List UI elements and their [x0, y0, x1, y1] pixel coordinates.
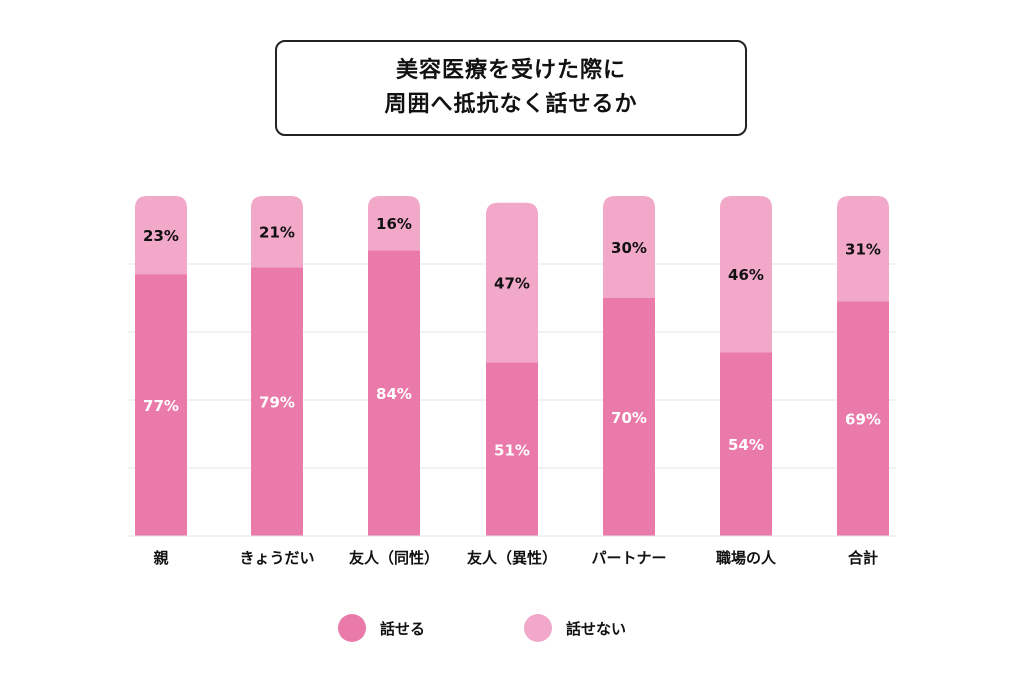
bar-segment-can-talk	[486, 362, 538, 536]
category-tick-label: 合計	[847, 549, 878, 567]
bar-segment-cannot-talk	[837, 196, 889, 302]
data-label-can-talk: 84%	[376, 385, 412, 403]
bar-segment-cannot-talk	[486, 202, 538, 363]
category-tick-label: きょうだい	[239, 549, 314, 567]
category-tick-label: 友人（異性）	[467, 549, 557, 567]
bar-segment-can-talk	[603, 298, 655, 536]
legend-swatch-cannot-talk	[524, 614, 552, 642]
data-label-can-talk: 79%	[259, 394, 295, 412]
data-label-can-talk: 51%	[494, 441, 530, 459]
bar-segment-cannot-talk	[368, 196, 420, 251]
category-tick-label: 友人（同性）	[349, 549, 439, 567]
data-label-can-talk: 77%	[143, 397, 179, 415]
legend-swatch-can-talk	[338, 614, 366, 642]
chart-title-line-2: 周囲へ抵抗なく話せるか	[384, 92, 638, 117]
data-label-cannot-talk: 47%	[494, 275, 530, 293]
data-label-cannot-talk: 23%	[143, 227, 179, 245]
category-tick-label: 職場の人	[716, 549, 777, 567]
bar-segment-can-talk	[135, 274, 187, 536]
data-label-can-talk: 54%	[728, 436, 764, 454]
legend-label-can-talk: 話せる	[380, 619, 426, 638]
data-label-cannot-talk: 21%	[259, 224, 295, 242]
chart-title-line-1: 美容医療を受けた際に	[395, 58, 626, 83]
legend-item-cannot-talk: 話せない	[524, 614, 626, 642]
bar-segment-can-talk	[837, 301, 889, 536]
data-label-cannot-talk: 31%	[845, 241, 881, 259]
legend-label-cannot-talk: 話せない	[566, 619, 627, 638]
data-label-can-talk: 69%	[845, 411, 881, 429]
bar-segment-cannot-talk	[603, 196, 655, 298]
bar-segment-cannot-talk	[251, 196, 303, 268]
category-tick-label: パートナー	[591, 549, 666, 567]
bar-segment-cannot-talk	[720, 196, 772, 353]
bar-segment-cannot-talk	[135, 196, 187, 275]
data-label-cannot-talk: 30%	[611, 239, 647, 257]
legend-item-can-talk: 話せる	[338, 614, 425, 642]
bar-segment-can-talk	[251, 267, 303, 536]
data-label-cannot-talk: 16%	[376, 215, 412, 233]
bar-segment-can-talk	[368, 250, 420, 536]
bar-segment-can-talk	[720, 352, 772, 536]
data-label-cannot-talk: 46%	[728, 266, 764, 284]
chart-title-box: 美容医療を受けた際に 周囲へ抵抗なく話せるか	[275, 40, 747, 136]
data-label-can-talk: 70%	[611, 409, 647, 427]
category-tick-label: 親	[153, 549, 168, 567]
